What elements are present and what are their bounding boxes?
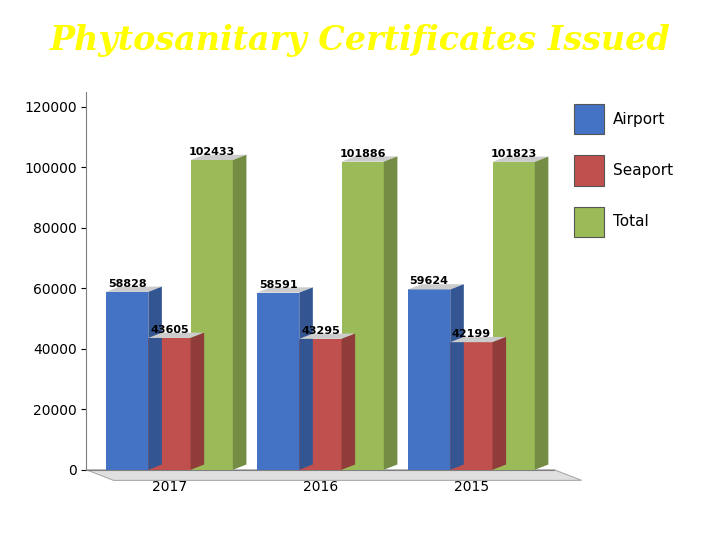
Polygon shape [106,287,162,292]
Polygon shape [408,284,464,289]
Polygon shape [191,333,204,470]
Text: 101823: 101823 [490,149,537,159]
Text: 59624: 59624 [410,276,449,287]
Text: 58591: 58591 [258,280,297,289]
Polygon shape [492,337,506,470]
FancyBboxPatch shape [575,207,604,237]
Text: Airport: Airport [613,112,665,126]
Bar [257,293,300,470]
Text: Seaport: Seaport [613,163,672,178]
Polygon shape [300,287,313,470]
Polygon shape [300,334,355,339]
Polygon shape [341,157,397,161]
Polygon shape [191,155,246,160]
Bar [300,339,341,470]
Polygon shape [86,470,582,481]
Text: Phytosanitary Certificates Issued: Phytosanitary Certificates Issued [50,24,670,57]
Text: 43295: 43295 [301,326,340,336]
Bar [492,162,535,470]
Polygon shape [148,287,162,470]
Bar [148,338,191,470]
Bar [450,342,492,470]
Polygon shape [257,287,313,293]
Polygon shape [233,155,246,470]
Polygon shape [450,284,464,470]
Polygon shape [148,333,204,338]
Bar [106,292,148,470]
Bar [408,289,450,470]
FancyBboxPatch shape [575,104,604,134]
Text: 101886: 101886 [339,148,386,159]
Text: 43605: 43605 [150,325,189,335]
Polygon shape [450,337,506,342]
Text: 102433: 102433 [189,147,235,157]
Bar [341,161,384,470]
Text: 58828: 58828 [108,279,146,289]
Text: Total: Total [613,214,648,230]
Polygon shape [535,157,549,470]
FancyBboxPatch shape [575,156,604,186]
Bar [191,160,233,470]
Text: 42199: 42199 [452,329,491,339]
Polygon shape [492,157,549,162]
Polygon shape [384,157,397,470]
Polygon shape [341,334,355,470]
